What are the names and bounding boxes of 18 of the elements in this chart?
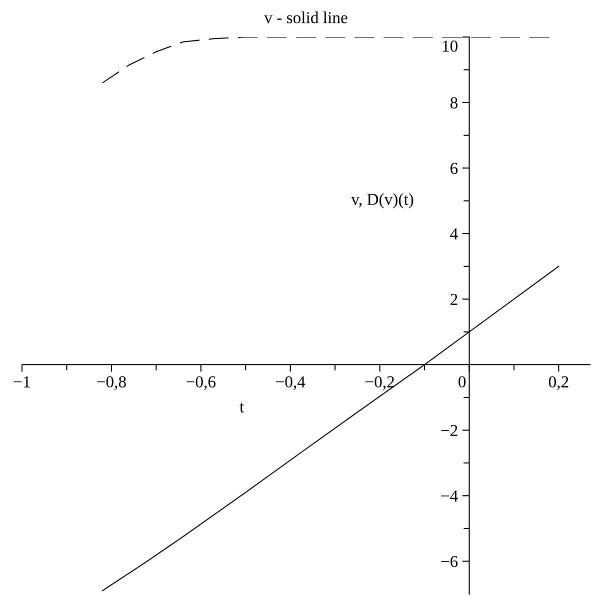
y-tick-label: 8 [450,97,458,108]
y-tick-label: −2 [441,424,458,436]
y-tick-label: −4 [441,490,458,502]
x-tick-label: −1 [14,376,30,388]
chart-title: v - solid line [264,12,348,24]
x-axis-title: t [240,402,244,412]
x-tick-label: −0,4 [276,376,306,390]
x-tick-label: 0,2 [548,376,568,390]
x-tick-label: −0,8 [97,376,126,390]
y-tick-label: 2 [450,294,458,305]
y-axis-title: v, D(v)(t) [351,193,414,208]
y-tick-label: 4 [450,228,458,240]
x-tick-label: −0,6 [186,376,216,390]
y-tick-label: 6 [450,162,458,174]
y-tick-label: −6 [441,556,458,568]
x-tick-label: 0 [458,376,466,388]
x-tick-label: −0,2 [366,376,394,390]
y-tick-label: 10 [442,40,458,52]
